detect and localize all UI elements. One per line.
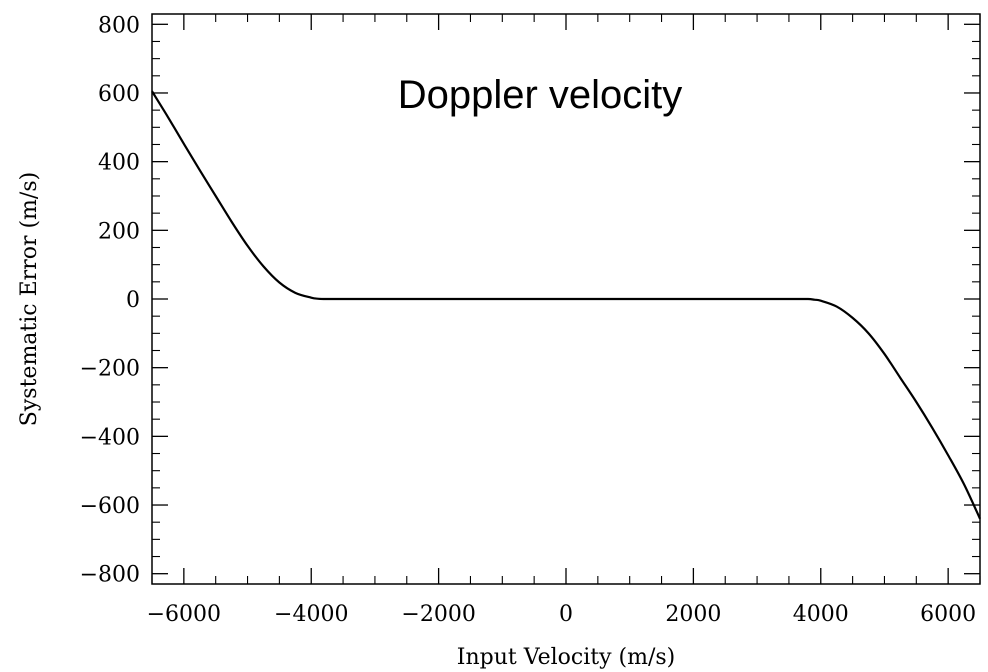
y-tick-label: −800 [80, 563, 140, 588]
x-tick-label: −4000 [274, 602, 348, 627]
y-tick-label: −400 [80, 425, 140, 450]
x-tick-label: 0 [559, 602, 573, 627]
x-tick-label: −6000 [147, 602, 221, 627]
y-tick-label: −600 [80, 494, 140, 519]
ticks [151, 14, 981, 584]
x-tick-label: 4000 [793, 602, 849, 627]
y-tick-labels: −800 −600 −400 −200 0 200 400 600 800 [80, 13, 140, 587]
y-tick-label: 600 [98, 82, 140, 107]
x-tick-label: 6000 [920, 602, 976, 627]
plot-frame [151, 13, 981, 585]
y-tick-label: −200 [80, 357, 140, 382]
x-axis-title: Input Velocity (m/s) [457, 645, 675, 670]
series-line [151, 90, 981, 520]
x-tick-label: 2000 [665, 602, 721, 627]
y-tick-label: 800 [98, 13, 140, 38]
annotation-label: Doppler velocity [398, 73, 683, 117]
y-tick-label: 400 [98, 151, 140, 176]
x-tick-label: −2000 [401, 602, 475, 627]
y-tick-label: 200 [98, 219, 140, 244]
y-tick-label: 0 [126, 288, 140, 313]
y-axis-title: Systematic Error (m/s) [17, 172, 42, 426]
x-tick-labels: −6000 −4000 −2000 0 2000 4000 6000 [147, 602, 977, 627]
